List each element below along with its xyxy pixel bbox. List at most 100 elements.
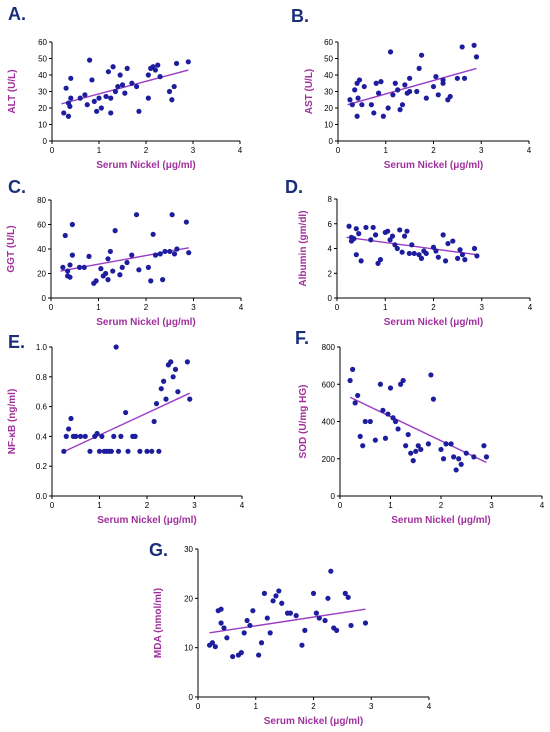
- scatter-point: [115, 448, 122, 454]
- scatter-point: [105, 69, 111, 75]
- y-tick-label: 40: [37, 245, 46, 254]
- x-tick-label: 3: [191, 146, 196, 155]
- scatter-point: [82, 92, 88, 98]
- scatter-point: [81, 264, 87, 270]
- scatter-point: [111, 433, 117, 439]
- x-axis-label: Serum Nickel (μg/ml): [391, 515, 490, 526]
- scatter-point: [163, 396, 169, 402]
- x-tick-label: 3: [369, 702, 374, 711]
- y-tick-label: 0: [329, 137, 334, 146]
- x-tick-label: 2: [144, 146, 149, 155]
- scatter-point: [355, 392, 361, 399]
- scatter-point: [256, 652, 262, 658]
- scatter-point: [382, 435, 389, 441]
- scatter-point: [322, 617, 328, 624]
- x-axis-label: Serum Nickel (μg/ml): [384, 317, 483, 328]
- scatter-point: [423, 95, 429, 101]
- scatter-point: [414, 88, 420, 95]
- scatter-point: [212, 644, 218, 650]
- scatter-point: [69, 252, 75, 258]
- y-tick-label: 60: [324, 38, 333, 47]
- scatter-point: [94, 430, 100, 437]
- scatter-point: [267, 630, 273, 636]
- scatter-point: [209, 640, 216, 646]
- scatter-point: [158, 386, 164, 392]
- scatter-point: [65, 113, 72, 119]
- scatter-point: [218, 606, 224, 612]
- scatter-point: [148, 278, 154, 284]
- x-tick-label: 1: [388, 501, 393, 510]
- scatter-point: [273, 593, 279, 599]
- x-tick-label: 1: [97, 501, 102, 510]
- y-tick-label: 60: [37, 221, 46, 230]
- scatter-point: [375, 260, 381, 266]
- scatter-point: [418, 255, 425, 261]
- y-axis-label: MDA (nmol/ml): [153, 588, 164, 658]
- scatter-point: [352, 400, 358, 406]
- scatter-point: [459, 44, 465, 50]
- scatter-point: [98, 266, 104, 272]
- x-tick-label: 0: [50, 146, 55, 155]
- scatter-point: [241, 630, 247, 636]
- scatter-point: [136, 267, 142, 273]
- scatter-point: [76, 264, 83, 270]
- scatter-point: [418, 446, 424, 453]
- scatter-point: [359, 102, 365, 108]
- scatter-point: [440, 80, 446, 86]
- y-tick-label: 30: [324, 88, 333, 97]
- scatter-point: [166, 88, 173, 95]
- x-tick-label: 1: [97, 146, 102, 155]
- scatter-point: [428, 372, 434, 378]
- scatter-point: [244, 617, 250, 624]
- scatter-point: [247, 622, 253, 629]
- y-tick-label: 0: [42, 294, 47, 303]
- scatter-point: [461, 75, 468, 81]
- x-tick-label: 2: [144, 303, 149, 312]
- chart-panel-f: F. 0 1 2 3 4 0 200 400 600 800 Serum Nickel (μg/ml)…: [295, 328, 545, 526]
- scatter-point: [287, 610, 293, 616]
- chart-panel-d: D. 0 1 2 3 4 0 2 4 6 8 Serum Nickel (μg/ml) Albumin …: [285, 177, 533, 328]
- scatter-point: [387, 49, 394, 55]
- scatter-point: [66, 426, 72, 432]
- scatter-point: [385, 105, 391, 111]
- y-tick-label: 60: [38, 38, 47, 47]
- scatter-point: [385, 228, 391, 234]
- scatter-point: [119, 264, 125, 270]
- x-axis-label: Serum Nickel (μg/ml): [96, 160, 195, 171]
- scatter-point: [357, 433, 363, 439]
- y-tick-label: 0.2: [36, 462, 48, 471]
- x-tick-label: 2: [431, 303, 436, 312]
- scatter-point: [375, 90, 382, 96]
- scatter-point: [390, 92, 396, 98]
- scatter-point: [397, 107, 403, 113]
- scatter-point: [67, 103, 73, 109]
- y-tick-label: 10: [38, 121, 47, 130]
- scatter-point: [356, 77, 363, 83]
- x-tick-label: 4: [240, 501, 245, 510]
- scatter-point: [450, 238, 456, 244]
- scatter-point: [86, 253, 92, 259]
- scatter-point: [463, 450, 469, 456]
- scatter-point: [238, 650, 244, 656]
- scatter-point: [471, 245, 478, 252]
- scatter-point: [169, 212, 175, 218]
- y-axis-label: AST (U/L): [304, 69, 315, 115]
- scatter-point: [108, 448, 114, 454]
- scatter-point: [185, 59, 191, 65]
- x-tick-label: 4: [239, 303, 244, 312]
- scatter-point: [316, 615, 322, 621]
- scatter-point: [129, 252, 135, 258]
- scatter-point: [134, 83, 140, 90]
- scatter-point: [96, 95, 102, 101]
- scatter-point: [112, 88, 119, 95]
- scatter-point: [96, 448, 103, 454]
- scatter-point: [124, 65, 130, 71]
- scatter-point: [69, 221, 75, 228]
- scatter-point: [456, 456, 462, 462]
- scatter-point: [362, 620, 369, 626]
- scatter-point: [99, 433, 105, 439]
- scatter-point: [62, 232, 68, 239]
- panel-letter: A.: [8, 4, 26, 24]
- panel-letter: D.: [285, 177, 303, 197]
